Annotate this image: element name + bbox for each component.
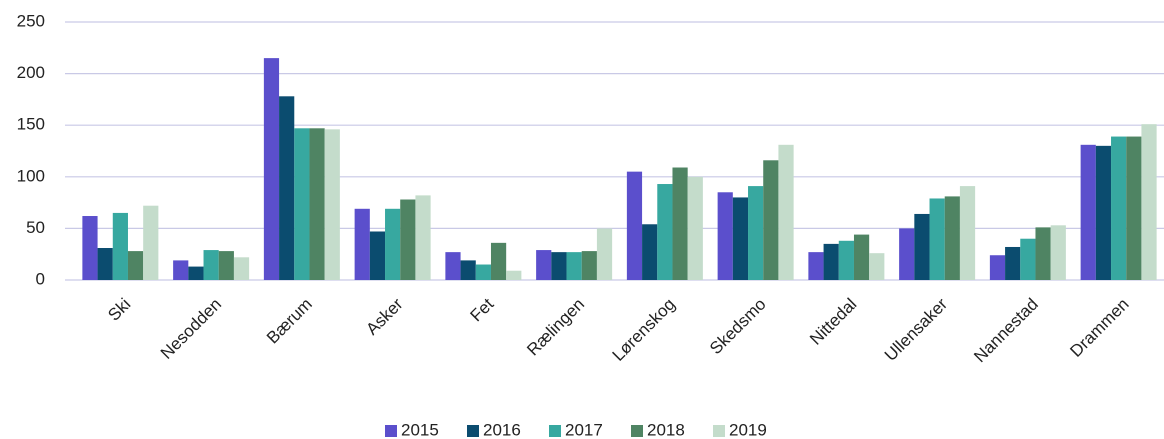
bar	[233, 257, 250, 280]
bar	[823, 243, 839, 280]
legend-label: 2016	[483, 420, 521, 439]
x-tick-label: Drammen	[1066, 295, 1132, 361]
bar	[203, 250, 219, 280]
bar	[687, 176, 703, 280]
legend-label: 2015	[401, 420, 439, 439]
bar	[869, 253, 885, 280]
bar	[672, 167, 688, 280]
bar	[385, 208, 401, 280]
x-tick-label: Ullensaker	[881, 294, 951, 364]
bar	[642, 224, 658, 280]
bar	[717, 192, 733, 280]
x-tick-label: Ski	[104, 295, 134, 325]
bar	[626, 171, 643, 280]
bar	[959, 186, 976, 280]
bar	[914, 213, 930, 280]
legend-swatch	[631, 425, 643, 437]
bar	[1005, 246, 1021, 280]
bar	[929, 198, 945, 280]
bar	[490, 242, 507, 280]
bar	[506, 270, 522, 280]
x-tick-label: Skedsmo	[706, 295, 770, 359]
bar	[112, 212, 128, 280]
bar	[143, 205, 159, 280]
bar	[1095, 145, 1112, 280]
bar	[566, 252, 582, 280]
bar	[475, 264, 491, 280]
bar	[853, 234, 870, 280]
legend-swatch	[467, 425, 479, 437]
legend-label: 2018	[647, 420, 685, 439]
bar	[1050, 225, 1066, 280]
bar	[657, 184, 673, 280]
legend-label: 2019	[729, 420, 767, 439]
bar	[732, 197, 749, 280]
bar	[309, 128, 325, 280]
x-tick-label: Rælingen	[523, 295, 588, 360]
bar	[989, 255, 1006, 280]
bar	[1020, 238, 1036, 280]
legend-swatch	[549, 425, 561, 437]
bar	[581, 251, 597, 280]
x-tick-label: Fet	[467, 294, 498, 325]
legend-swatch	[385, 425, 397, 437]
bar	[1035, 227, 1051, 280]
y-tick-label: 250	[17, 11, 45, 30]
bar	[460, 260, 476, 280]
bar	[263, 58, 280, 281]
bar	[1080, 144, 1096, 280]
bar	[82, 216, 98, 280]
x-tick-label: Bærum	[263, 295, 316, 348]
y-tick-label: 50	[26, 218, 45, 237]
bar	[415, 195, 431, 280]
bar	[188, 266, 204, 280]
y-tick-label: 200	[17, 63, 45, 82]
bar	[551, 252, 567, 280]
legend-label: 2017	[565, 420, 603, 439]
bar	[1126, 136, 1142, 280]
bar	[1141, 124, 1157, 280]
bar	[536, 250, 552, 280]
y-tick-label: 150	[17, 115, 45, 134]
y-tick-label: 100	[17, 166, 45, 185]
bar	[596, 228, 613, 280]
x-tick-label: Lørenskog	[609, 295, 679, 365]
bar	[838, 240, 854, 280]
x-tick-label: Nesodden	[157, 295, 225, 363]
bar	[944, 196, 960, 280]
bar	[173, 260, 189, 280]
bar	[97, 248, 113, 280]
bar	[899, 228, 915, 280]
bar	[445, 252, 461, 280]
bar	[400, 199, 416, 280]
x-tick-label: Nittedal	[806, 295, 860, 349]
y-tick-label: 0	[36, 269, 45, 288]
bar	[369, 231, 386, 280]
bar	[218, 251, 234, 280]
bar	[808, 252, 824, 280]
bar	[324, 129, 340, 280]
bar	[354, 208, 370, 280]
bar	[294, 128, 310, 280]
legend-swatch	[713, 425, 725, 437]
bar	[127, 251, 144, 280]
bar	[279, 96, 295, 280]
bar	[1111, 136, 1127, 280]
bar	[778, 144, 794, 280]
bar	[763, 160, 779, 280]
bar	[748, 186, 764, 280]
x-tick-label: Asker	[362, 294, 406, 338]
x-tick-label: Nannestad	[970, 295, 1042, 367]
